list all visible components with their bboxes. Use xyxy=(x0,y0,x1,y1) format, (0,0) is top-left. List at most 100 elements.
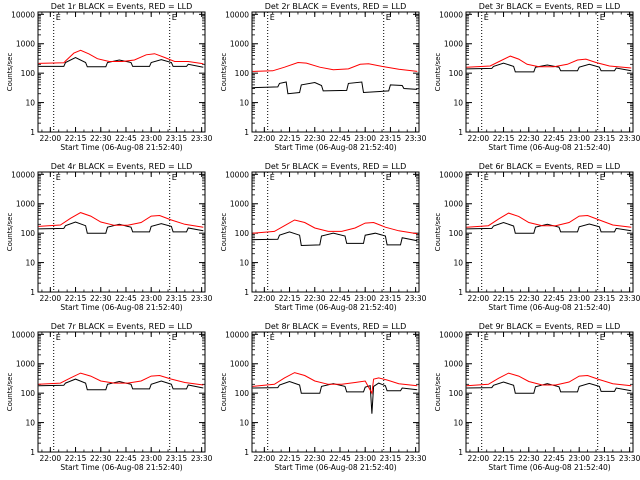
series-lld-line xyxy=(466,212,632,228)
y-tick-label: 1 xyxy=(458,288,463,297)
y-tick-label: 1000 xyxy=(230,200,249,209)
panel-title: Det 8r BLACK = Events, RED = LLD xyxy=(265,322,407,331)
y-axis-label: Counts/sec xyxy=(220,373,228,412)
panel-title: Det 1r BLACK = Events, RED = LLD xyxy=(51,2,193,11)
x-tick-label: 22:45 xyxy=(115,294,137,303)
y-axis-label: Counts/sec xyxy=(6,373,14,412)
series-events-line xyxy=(466,221,632,234)
x-tick-label: 22:45 xyxy=(329,134,351,143)
y-tick-label: 1000 xyxy=(444,360,463,369)
panel-title: Det 2r BLACK = Events, RED = LLD xyxy=(265,2,407,11)
y-tick-label: 10000 xyxy=(225,10,249,19)
x-tick-label: 22:15 xyxy=(65,294,87,303)
y-tick-label: 100 xyxy=(449,229,464,238)
y-tick-label: 1 xyxy=(244,128,249,137)
x-tick-label: 22:45 xyxy=(115,454,137,463)
plot-frame xyxy=(37,11,206,133)
panel-title: Det 3r BLACK = Events, RED = LLD xyxy=(479,2,621,11)
panel-title: Det 5r BLACK = Events, RED = LLD xyxy=(265,162,407,171)
x-tick-label: 23:15 xyxy=(380,134,402,143)
x-tick-label: 23:30 xyxy=(191,134,213,143)
x-tick-label: 22:15 xyxy=(279,454,301,463)
y-tick-label: 10 xyxy=(239,259,249,268)
y-tick-label: 100 xyxy=(235,389,250,398)
x-tick-label: 22:30 xyxy=(518,294,540,303)
y-tick-label: 10000 xyxy=(11,170,35,179)
y-tick-label: 1 xyxy=(458,128,463,137)
x-tick-label: 22:30 xyxy=(90,294,112,303)
x-tick-label: 23:00 xyxy=(354,294,376,303)
series-lld-line xyxy=(466,55,632,69)
detector-panel-4: Det 4r BLACK = Events, RED = LLD 1 10 100 10… xyxy=(6,162,213,312)
y-tick-label: 1 xyxy=(30,128,35,137)
y-axis-label: Counts/sec xyxy=(6,53,14,92)
event-marker-label: E xyxy=(600,173,605,182)
event-marker-label: E xyxy=(484,333,489,342)
y-tick-label: 10000 xyxy=(225,170,249,179)
panel-title: Det 9r BLACK = Events, RED = LLD xyxy=(479,322,621,331)
y-tick-label: 10000 xyxy=(439,10,463,19)
series-events-line xyxy=(466,381,632,394)
y-axis-label: Counts/sec xyxy=(434,373,442,412)
y-axis-label: Counts/sec xyxy=(434,213,442,252)
y-tick-label: 100 xyxy=(449,389,464,398)
panel-title: Det 7r BLACK = Events, RED = LLD xyxy=(51,322,193,331)
x-tick-label: 23:30 xyxy=(619,454,640,463)
y-tick-label: 1 xyxy=(30,448,35,457)
event-marker-label: E xyxy=(386,173,391,182)
x-tick-label: 23:00 xyxy=(140,134,162,143)
x-tick-label: 22:15 xyxy=(279,134,301,143)
x-tick-label: 22:15 xyxy=(279,294,301,303)
event-marker-label: E xyxy=(270,173,275,182)
y-axis-label: Counts/sec xyxy=(434,53,442,92)
y-tick-label: 1 xyxy=(244,448,249,457)
y-tick-label: 10 xyxy=(453,419,463,428)
x-tick-label: 22:45 xyxy=(329,294,351,303)
x-tick-label: 22:15 xyxy=(493,454,515,463)
x-tick-label: 22:30 xyxy=(304,294,326,303)
panel-title: Det 4r BLACK = Events, RED = LLD xyxy=(51,162,193,171)
y-tick-label: 10 xyxy=(453,259,463,268)
x-tick-label: 22:00 xyxy=(40,294,62,303)
y-axis-label: Counts/sec xyxy=(6,213,14,252)
x-tick-label: 23:30 xyxy=(619,134,640,143)
plot-frame xyxy=(37,331,206,453)
x-tick-label: 23:15 xyxy=(380,454,402,463)
y-tick-label: 1000 xyxy=(230,360,249,369)
y-tick-label: 10000 xyxy=(439,330,463,339)
x-tick-label: 23:30 xyxy=(191,454,213,463)
y-axis-label: Counts/sec xyxy=(220,53,228,92)
series-events-line xyxy=(38,221,204,234)
y-tick-label: 1000 xyxy=(16,200,35,209)
x-tick-label: 22:30 xyxy=(90,454,112,463)
detector-panel-7: Det 7r BLACK = Events, RED = LLD 1 10 100 10… xyxy=(6,322,213,472)
x-tick-label: 23:00 xyxy=(140,454,162,463)
x-tick-label: 23:30 xyxy=(191,294,213,303)
plot-frame xyxy=(37,171,206,293)
x-tick-label: 23:30 xyxy=(619,294,640,303)
detector-panel-2: Det 2r BLACK = Events, RED = LLD 1 10 100 10… xyxy=(220,2,427,152)
x-tick-label: 22:30 xyxy=(518,134,540,143)
x-tick-label: 23:15 xyxy=(594,134,616,143)
event-marker-label: E xyxy=(484,13,489,22)
event-marker-label: E xyxy=(386,13,391,22)
x-tick-label: 22:00 xyxy=(468,454,490,463)
x-tick-label: 22:30 xyxy=(518,454,540,463)
y-tick-label: 1000 xyxy=(444,200,463,209)
x-axis-label: Start Time (06-Aug-08 21:52:40) xyxy=(274,143,396,152)
event-marker-label: E xyxy=(56,333,61,342)
x-axis-label: Start Time (06-Aug-08 21:52:40) xyxy=(488,463,610,472)
y-tick-label: 100 xyxy=(21,69,36,78)
event-marker-label: E xyxy=(172,333,177,342)
x-tick-label: 22:00 xyxy=(468,294,490,303)
y-tick-label: 100 xyxy=(21,229,36,238)
x-axis-label: Start Time (06-Aug-08 21:52:40) xyxy=(274,463,396,472)
y-tick-label: 100 xyxy=(235,69,250,78)
y-tick-label: 10000 xyxy=(439,170,463,179)
x-tick-label: 22:00 xyxy=(254,134,276,143)
x-tick-label: 23:30 xyxy=(405,294,427,303)
x-axis-label: Start Time (06-Aug-08 21:52:40) xyxy=(60,143,182,152)
panel-title: Det 6r BLACK = Events, RED = LLD xyxy=(479,162,621,171)
y-tick-label: 100 xyxy=(235,229,250,238)
